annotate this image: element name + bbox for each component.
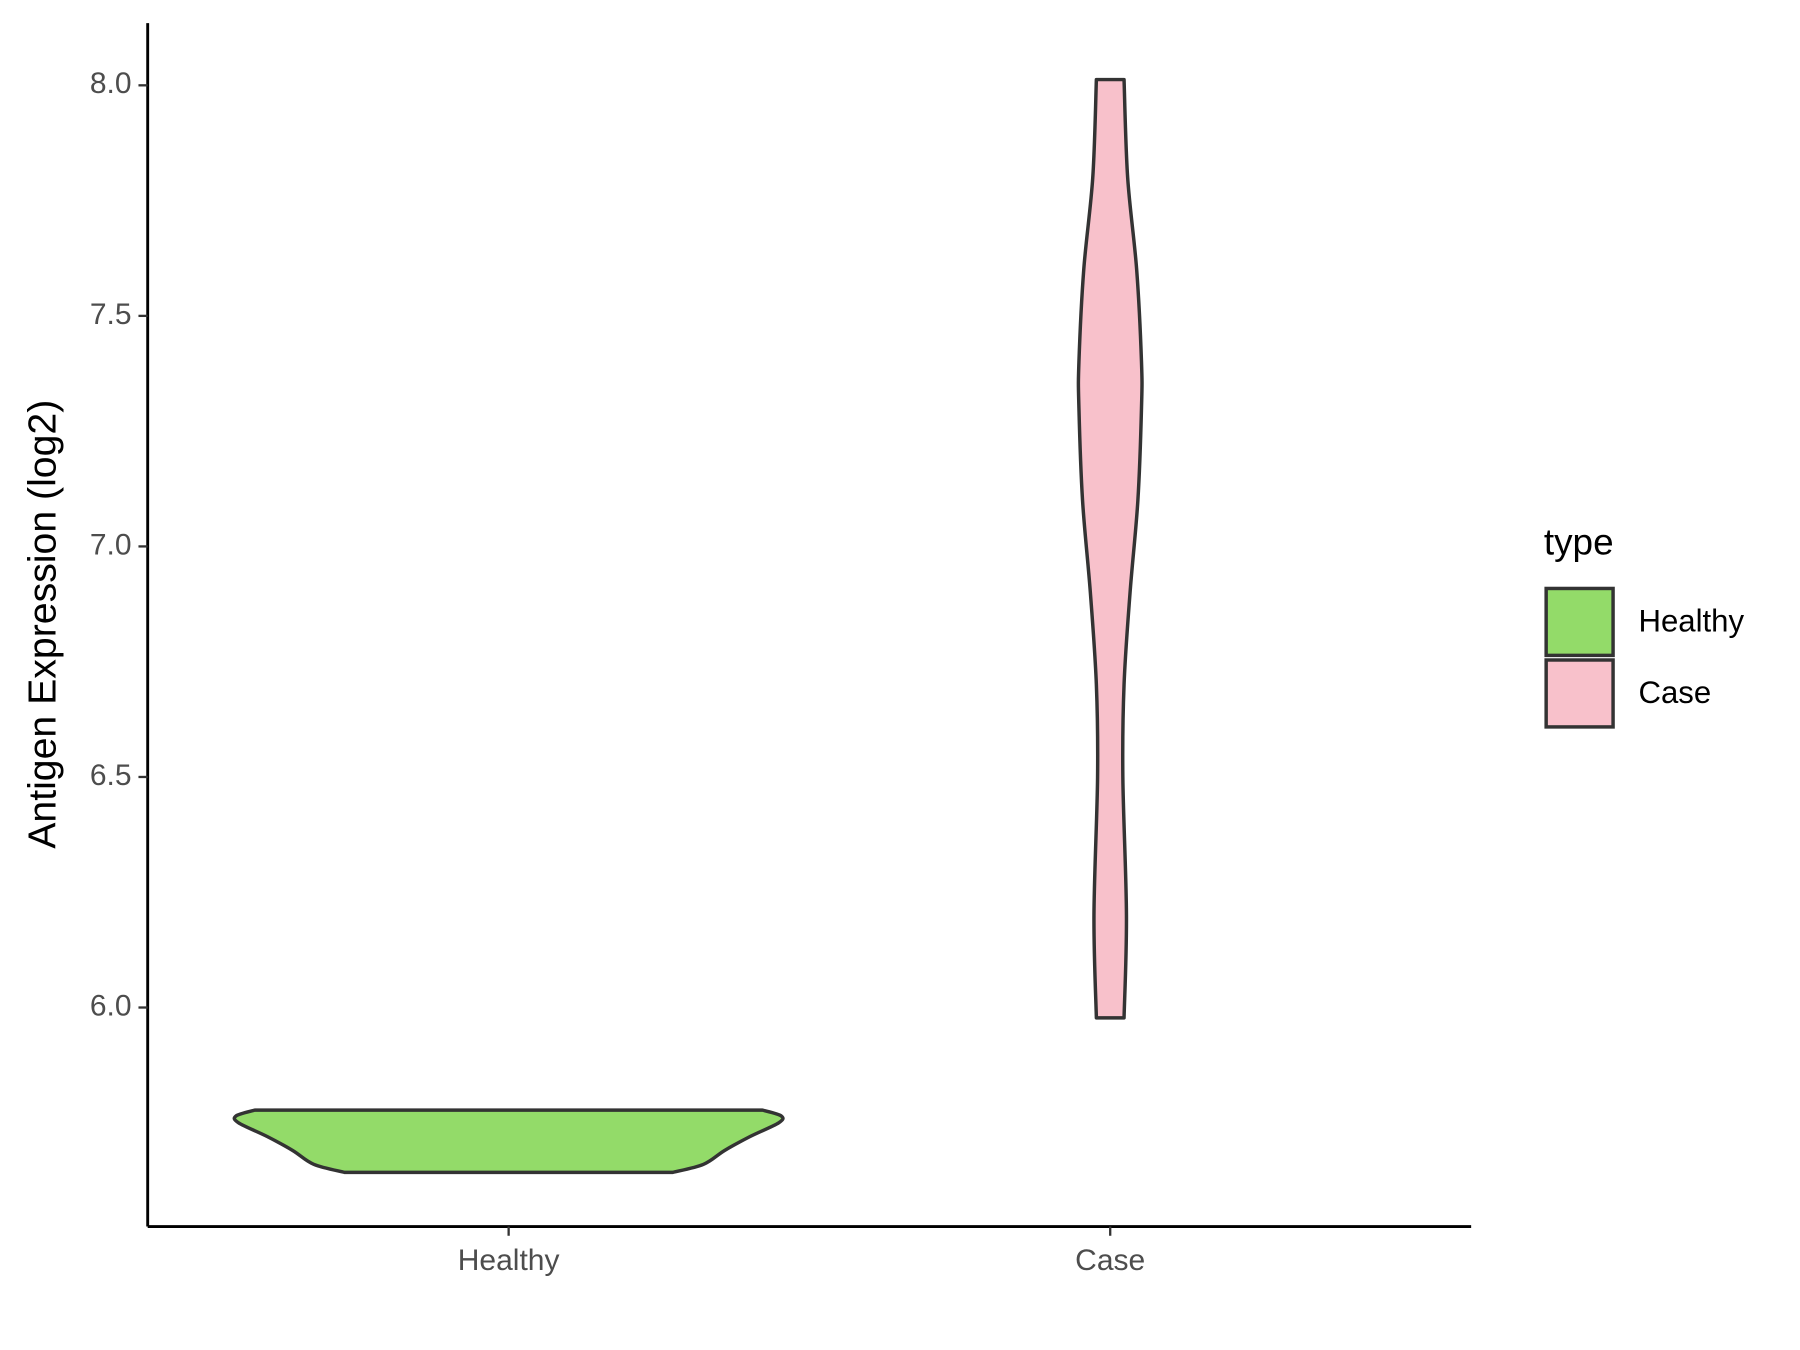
legend-label: Healthy <box>1638 603 1744 638</box>
y-tick-label: 7.5 <box>90 298 132 331</box>
x-tick-label: Healthy <box>458 1244 560 1277</box>
x-tick-label: Case <box>1075 1244 1145 1277</box>
y-tick-label: 8.0 <box>90 67 132 100</box>
violin <box>232 1108 785 1175</box>
legend-key <box>1544 586 1615 658</box>
y-tick-label: 6.5 <box>90 759 132 792</box>
y-tick-label: 7.0 <box>90 528 132 561</box>
legend-label: Case <box>1638 675 1711 710</box>
y-tick-label: 6.0 <box>90 989 132 1022</box>
violin <box>1076 77 1144 1020</box>
legend-title: type <box>1544 521 1614 562</box>
y-axis-title: Antigen Expression (log2) <box>20 400 64 849</box>
legend-key <box>1544 658 1615 729</box>
